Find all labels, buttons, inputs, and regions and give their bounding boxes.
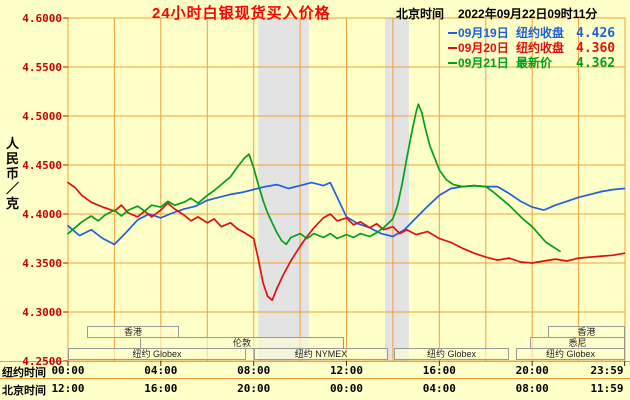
price-line-sep21 bbox=[67, 103, 561, 253]
y-axis-tick-label: 4.4500 bbox=[22, 159, 62, 172]
market-session-box: 香港 bbox=[87, 326, 179, 338]
legend-date: 09月20日 bbox=[458, 41, 509, 55]
x-axis-tick-label: 20:00 bbox=[515, 364, 549, 377]
legend-price-value: 4.360 bbox=[576, 41, 616, 56]
y-axis-tick-label: 4.4000 bbox=[22, 208, 62, 221]
market-session-box: 纽约 Globex bbox=[516, 348, 625, 360]
legend-price-value: 4.362 bbox=[576, 56, 616, 71]
shaded-time-band bbox=[258, 18, 309, 361]
x-axis-tick-label: 12:00 bbox=[51, 382, 85, 395]
beijing-time-value: 2022年09月22日09时11分 bbox=[458, 7, 598, 21]
newyork-time-row-label: 纽约时间 bbox=[2, 367, 46, 379]
legend-series-label: 纽约收盘 bbox=[516, 41, 565, 55]
x-axis-tick-label: 04:00 bbox=[144, 364, 178, 377]
beijing-time-label: 北京时间 bbox=[396, 7, 445, 21]
y-axis-tick-label: 4.6000 bbox=[22, 12, 62, 25]
legend-item: 09月20日 纽约收盘 4.360 bbox=[448, 39, 616, 56]
x-axis-row-beijing: 北京时间 12:00 16:00 20:00 00:00 04:00 08:00 11:59 bbox=[0, 381, 630, 397]
legend-price-value: 4.426 bbox=[576, 26, 616, 41]
shaded-time-band bbox=[385, 18, 409, 361]
x-axis-tick-label: 16:00 bbox=[144, 382, 178, 395]
x-axis-tick-label: 00:00 bbox=[329, 382, 364, 395]
x-axis-tick-label: 08:00 bbox=[237, 364, 271, 377]
market-session-box: 纽约 Globex bbox=[68, 348, 246, 360]
x-axis-tick-label: 12:00 bbox=[329, 364, 364, 377]
price-line-sep20 bbox=[67, 181, 626, 302]
market-session-box: 纽约 Globex bbox=[394, 348, 509, 360]
y-axis-tick-label: 4.3500 bbox=[22, 257, 62, 270]
beijing-time-row-label: 北京时间 bbox=[2, 385, 46, 397]
price-line-sep19 bbox=[67, 181, 626, 246]
x-axis-tick-label: 23:59 bbox=[590, 364, 624, 377]
x-axis-tick-label: 20:00 bbox=[237, 382, 271, 395]
x-axis-tick-label: 04:00 bbox=[422, 382, 456, 395]
x-axis-tick-label: 00:00 bbox=[51, 364, 85, 377]
page-title: 24小时白银现货买入价格 bbox=[152, 5, 331, 22]
legend-date: 09月19日 bbox=[458, 26, 509, 40]
legend-series-label: 纽约收盘 bbox=[516, 26, 565, 40]
legend-line-sample-icon bbox=[448, 62, 457, 64]
y-axis-tick-label: 4.2500 bbox=[22, 355, 62, 368]
legend-date: 09月21日 bbox=[458, 56, 509, 70]
x-axis-tick-label: 16:00 bbox=[422, 364, 456, 377]
y-axis-tick-label: 4.5500 bbox=[22, 61, 62, 74]
legend-item: 09月21日 最新价 4.362 bbox=[448, 54, 616, 71]
legend-item: 09月19日 纽约收盘 4.426 bbox=[448, 24, 616, 41]
x-axis-tick-label: 11:59 bbox=[590, 382, 624, 395]
legend-line-sample-icon bbox=[448, 47, 457, 49]
legend-series-label: 最新价 bbox=[516, 56, 553, 70]
market-session-box: 纽约 NYMEX bbox=[254, 348, 388, 360]
x-axis-tick-label: 08:00 bbox=[515, 382, 549, 395]
y-axis-labels: 4.6000 4.5500 4.5000 4.4500 4.4000 4.3500 4.30… bbox=[20, 0, 62, 375]
y-axis-tick-label: 4.5000 bbox=[22, 110, 62, 123]
legend: 09月19日 纽约收盘 4.426 09月20日 纽约收盘 4.360 09月21日 最新价 4… bbox=[448, 24, 616, 71]
x-axis-row-newyork: 纽约时间 00:00 04:00 08:00 12:00 16:00 20:00 23:59 bbox=[0, 363, 630, 379]
y-axis-tick-label: 4.3000 bbox=[22, 306, 62, 319]
legend-line-sample-icon bbox=[448, 32, 457, 34]
y-axis-unit-label: 人民币／克 bbox=[5, 136, 19, 211]
